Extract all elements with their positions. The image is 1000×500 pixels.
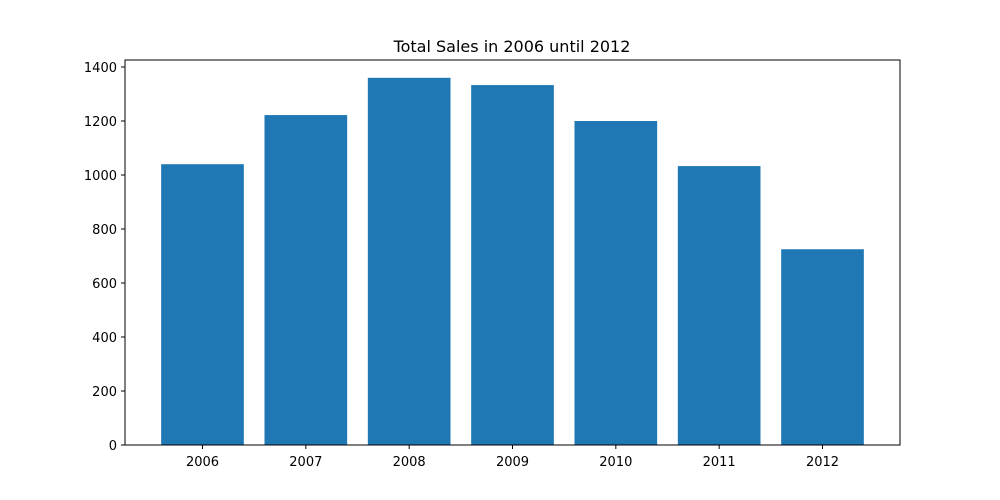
- x-tick-label: 2010: [599, 455, 632, 470]
- y-tick-label: 200: [92, 385, 117, 400]
- y-tick-label: 800: [92, 223, 117, 238]
- y-tick-label: 0: [109, 439, 117, 454]
- bar-2008: [367, 77, 451, 446]
- y-tick-label: 400: [92, 331, 117, 346]
- x-tick-label: 2011: [703, 455, 736, 470]
- y-tick-label: 1400: [84, 61, 117, 76]
- x-tick-label: 2006: [186, 455, 219, 470]
- bar-2012: [781, 249, 864, 445]
- y-tick-label: 1200: [84, 115, 117, 130]
- y-tick-label: 600: [92, 277, 117, 292]
- chart-title: Total Sales in 2006 until 2012: [393, 37, 631, 56]
- x-tick-label: 2012: [806, 455, 839, 470]
- x-tick-label: 2007: [289, 455, 322, 470]
- x-tick-label: 2009: [496, 455, 529, 470]
- x-tick-label: 2008: [393, 455, 426, 470]
- y-tick-label: 1000: [84, 169, 117, 184]
- bar-2009: [471, 85, 554, 445]
- bars-group: [161, 77, 864, 446]
- bar-2011: [677, 166, 761, 445]
- bar-2007: [264, 115, 348, 445]
- bar-2006: [161, 164, 244, 445]
- x-axis-ticks: 2006 2007 2008 2009 2010 2011 2012: [186, 445, 839, 470]
- y-axis-ticks: 0 200 400 600 800 1000 1200 1400: [84, 61, 125, 454]
- bar-2010: [574, 121, 658, 445]
- plot-frame: [124, 59, 901, 446]
